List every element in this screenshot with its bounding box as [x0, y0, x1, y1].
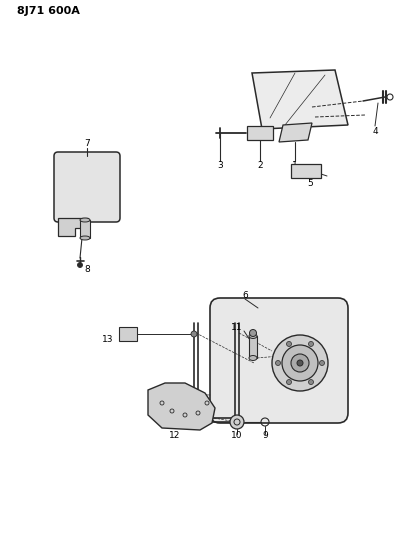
- Text: 9: 9: [262, 431, 268, 440]
- FancyBboxPatch shape: [210, 298, 348, 423]
- Circle shape: [291, 354, 309, 372]
- Circle shape: [297, 360, 303, 366]
- Circle shape: [282, 345, 318, 381]
- Circle shape: [230, 415, 244, 429]
- Text: 13: 13: [101, 335, 113, 344]
- Circle shape: [276, 360, 280, 366]
- Circle shape: [287, 342, 291, 346]
- Text: 3: 3: [217, 160, 223, 169]
- FancyBboxPatch shape: [291, 164, 321, 178]
- FancyBboxPatch shape: [247, 126, 273, 140]
- Polygon shape: [58, 218, 88, 236]
- FancyBboxPatch shape: [249, 336, 257, 358]
- Circle shape: [319, 360, 324, 366]
- Polygon shape: [148, 383, 215, 430]
- Circle shape: [191, 331, 197, 337]
- FancyBboxPatch shape: [54, 152, 120, 222]
- Circle shape: [272, 335, 328, 391]
- Ellipse shape: [80, 218, 90, 222]
- Circle shape: [287, 379, 291, 384]
- Polygon shape: [279, 123, 312, 142]
- Circle shape: [309, 342, 313, 346]
- Text: 8: 8: [84, 264, 90, 273]
- Text: 7: 7: [84, 139, 90, 148]
- Ellipse shape: [249, 334, 257, 338]
- Text: 11: 11: [231, 324, 243, 333]
- Text: 8J71 600A: 8J71 600A: [17, 6, 80, 16]
- Text: 1: 1: [292, 160, 298, 169]
- FancyBboxPatch shape: [119, 327, 137, 341]
- Circle shape: [309, 379, 313, 384]
- Text: 12: 12: [169, 431, 181, 440]
- Text: 6: 6: [242, 290, 248, 300]
- Text: 5: 5: [307, 179, 313, 188]
- Polygon shape: [252, 70, 348, 129]
- Ellipse shape: [80, 236, 90, 240]
- Text: 2: 2: [257, 160, 263, 169]
- Circle shape: [249, 329, 256, 336]
- Text: 10: 10: [231, 431, 243, 440]
- Ellipse shape: [249, 356, 257, 360]
- Circle shape: [77, 262, 83, 268]
- Text: 4: 4: [372, 126, 378, 135]
- FancyBboxPatch shape: [80, 220, 90, 238]
